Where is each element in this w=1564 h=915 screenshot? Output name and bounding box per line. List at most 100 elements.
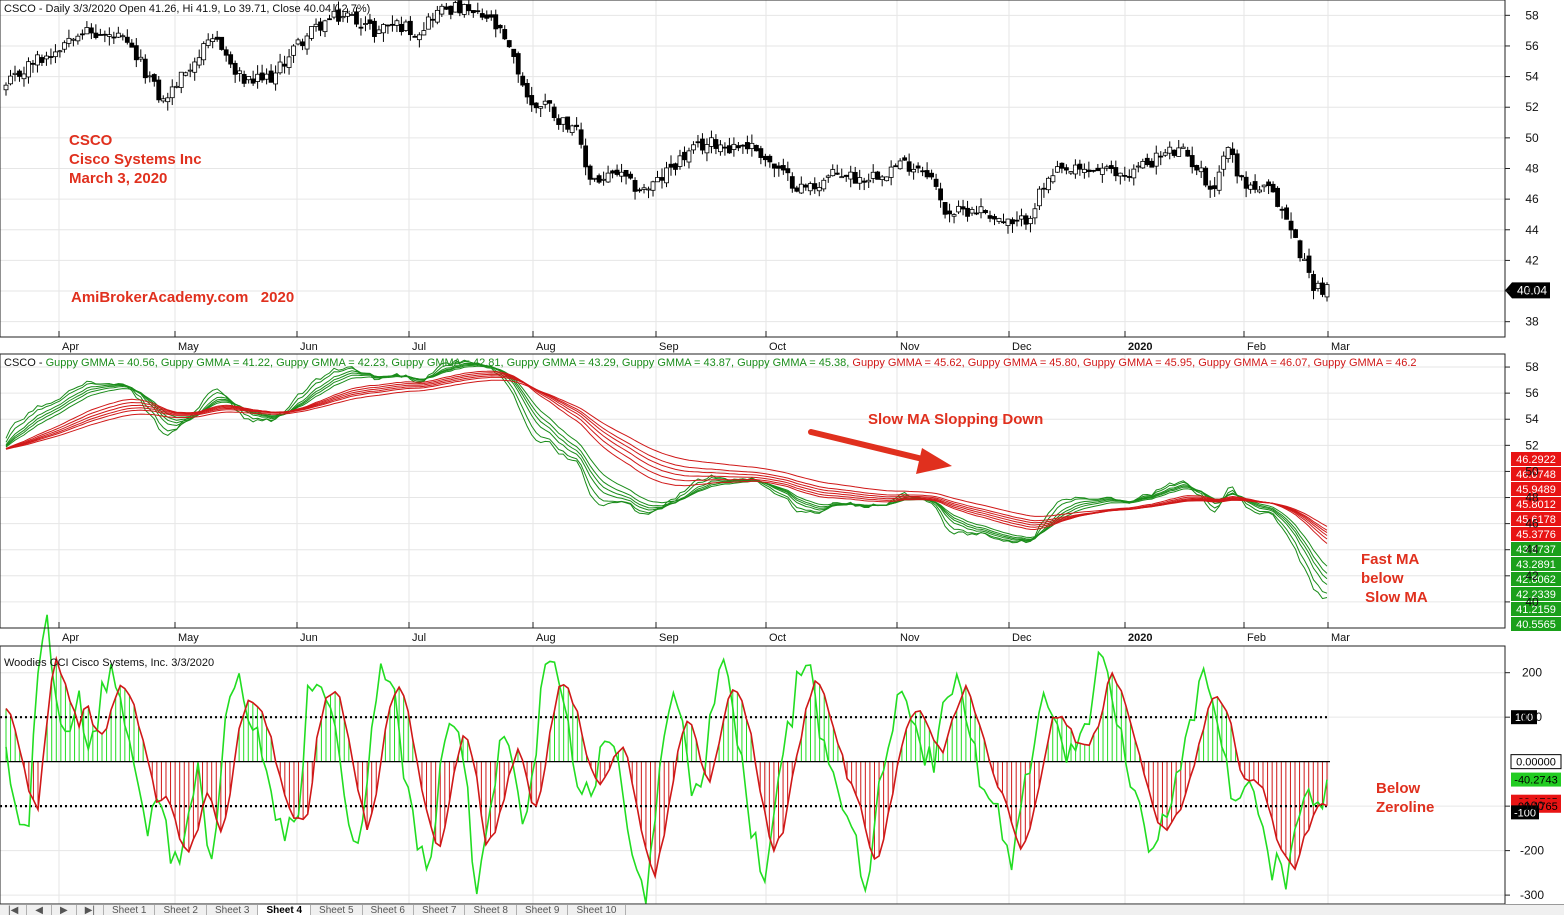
sheet-tab[interactable]: Sheet 5 — [311, 905, 363, 915]
candle-body — [309, 26, 314, 39]
tab-nav-button[interactable]: |◀ — [0, 905, 28, 915]
candle-body — [255, 73, 261, 82]
candle-body — [506, 40, 512, 48]
sheet-tab[interactable]: Sheet 2 — [155, 905, 207, 915]
candle-body — [1221, 155, 1227, 170]
candle-body — [601, 178, 606, 181]
candle-body — [425, 16, 431, 30]
slow-value-label: 46.2922 — [1516, 454, 1556, 466]
candle-body — [938, 188, 943, 201]
candle-body — [237, 70, 243, 74]
legend-entry: Guppy GMMA = 45.95, — [1083, 357, 1198, 369]
panel-border — [0, 645, 1506, 904]
sheet-tabs[interactable]: |◀ ◀ ▶ ▶| Sheet 1 Sheet 2 Sheet 3 Sheet 4 Sheet … — [0, 904, 1564, 915]
x-tick-label: Mar — [1331, 632, 1350, 644]
candle-body — [1279, 208, 1285, 211]
candle-body — [996, 218, 1002, 222]
candle-body — [587, 165, 593, 180]
sheet-tab[interactable]: Sheet 8 — [465, 905, 517, 915]
candle-body — [700, 138, 705, 151]
candle-body — [556, 118, 562, 125]
candle-body — [1113, 167, 1119, 177]
sheet-tab[interactable]: Sheet 4 — [258, 905, 312, 915]
gmma-panel[interactable]: 46.2922 46.0748 45.9489 45.8012 45.6178 45.37… — [5, 359, 1561, 631]
candle-body — [1099, 167, 1105, 175]
candle-body — [1117, 172, 1123, 177]
candle-body — [834, 172, 840, 175]
price-panel[interactable]: 40.04 — [3, 0, 1550, 302]
candle-body — [430, 18, 436, 21]
fast-ema-line — [5, 365, 1328, 567]
candle-body — [21, 73, 27, 80]
slow-value-box — [1511, 452, 1561, 466]
slow-ema-line — [5, 376, 1328, 531]
candle-body — [574, 124, 580, 127]
candle-body — [403, 21, 409, 31]
candle-body — [1055, 166, 1060, 173]
candle-body — [30, 62, 36, 65]
candle-body — [1198, 167, 1204, 173]
candle-body — [416, 34, 422, 41]
y-tick-label: 54 — [1525, 70, 1539, 84]
tab-nav-button[interactable]: ◀ — [27, 905, 52, 915]
candle-body — [1257, 189, 1263, 193]
candle-body — [160, 98, 166, 102]
candle-body — [816, 187, 822, 192]
candle-body — [1131, 168, 1137, 179]
candle-body — [223, 49, 229, 56]
x-tick-label: Jun — [300, 341, 318, 353]
candle-body — [722, 146, 728, 149]
candle-body — [1095, 167, 1101, 172]
candle-body — [524, 82, 530, 98]
candle-body — [569, 125, 575, 134]
candle-body — [1288, 220, 1294, 231]
candle-body — [933, 178, 939, 187]
candle-body — [372, 20, 377, 37]
candle-body — [295, 39, 301, 45]
candle-body — [1284, 207, 1289, 220]
candle-body — [286, 56, 292, 68]
tab-nav-button[interactable]: ▶| — [77, 905, 104, 915]
candle-body — [897, 160, 903, 170]
sheet-tab[interactable]: Sheet 1 — [104, 905, 156, 915]
candle-body — [313, 23, 319, 27]
sheet-tab[interactable]: Sheet 6 — [363, 905, 414, 915]
legend-entry: Guppy GMMA = 42.81, — [391, 357, 506, 369]
sheet-tab[interactable]: Sheet 9 — [517, 905, 569, 915]
candle-body — [282, 63, 287, 67]
candle-body — [843, 174, 849, 177]
candle-body — [246, 76, 252, 81]
x-tick-label: Mar — [1331, 341, 1350, 353]
candle-body — [97, 34, 103, 36]
y-tick-label: 56 — [1525, 39, 1539, 53]
sheet-tab[interactable]: Sheet 7 — [414, 905, 466, 915]
candle-body — [277, 61, 283, 74]
candle-body — [565, 116, 571, 130]
slow-value-label: 45.9489 — [1516, 484, 1556, 496]
y-tick-label: 44 — [1525, 543, 1539, 557]
candle-body — [1032, 208, 1038, 219]
cci-value-box — [1510, 754, 1562, 770]
legend-entry: Guppy GMMA = 40.56, — [46, 357, 161, 369]
x-tick-label: Jul — [412, 632, 426, 644]
sheet-tab[interactable]: Sheet 3 — [207, 905, 259, 915]
x-tick-label: Aug — [536, 632, 556, 644]
candle-body — [605, 172, 611, 183]
panel-title-gmma: CSCO - Guppy GMMA = 40.56, Guppy GMMA = … — [4, 357, 1417, 369]
x-tick-label: Aug — [536, 341, 556, 353]
sheet-tab[interactable]: Sheet 10 — [568, 905, 626, 915]
candle-body — [340, 16, 346, 19]
candle-body — [147, 75, 153, 78]
candle-body — [902, 157, 908, 161]
annotation-watermark: AmiBrokerAcademy.com 2020 — [71, 289, 295, 306]
tab-nav-button[interactable]: ▶ — [52, 905, 77, 915]
candle-body — [1037, 188, 1042, 207]
candle-body — [1261, 184, 1267, 188]
candle-body — [542, 100, 548, 105]
candle-body — [992, 216, 997, 220]
candle-body — [533, 102, 539, 109]
candle-body — [434, 9, 440, 23]
candle-body — [210, 38, 216, 42]
